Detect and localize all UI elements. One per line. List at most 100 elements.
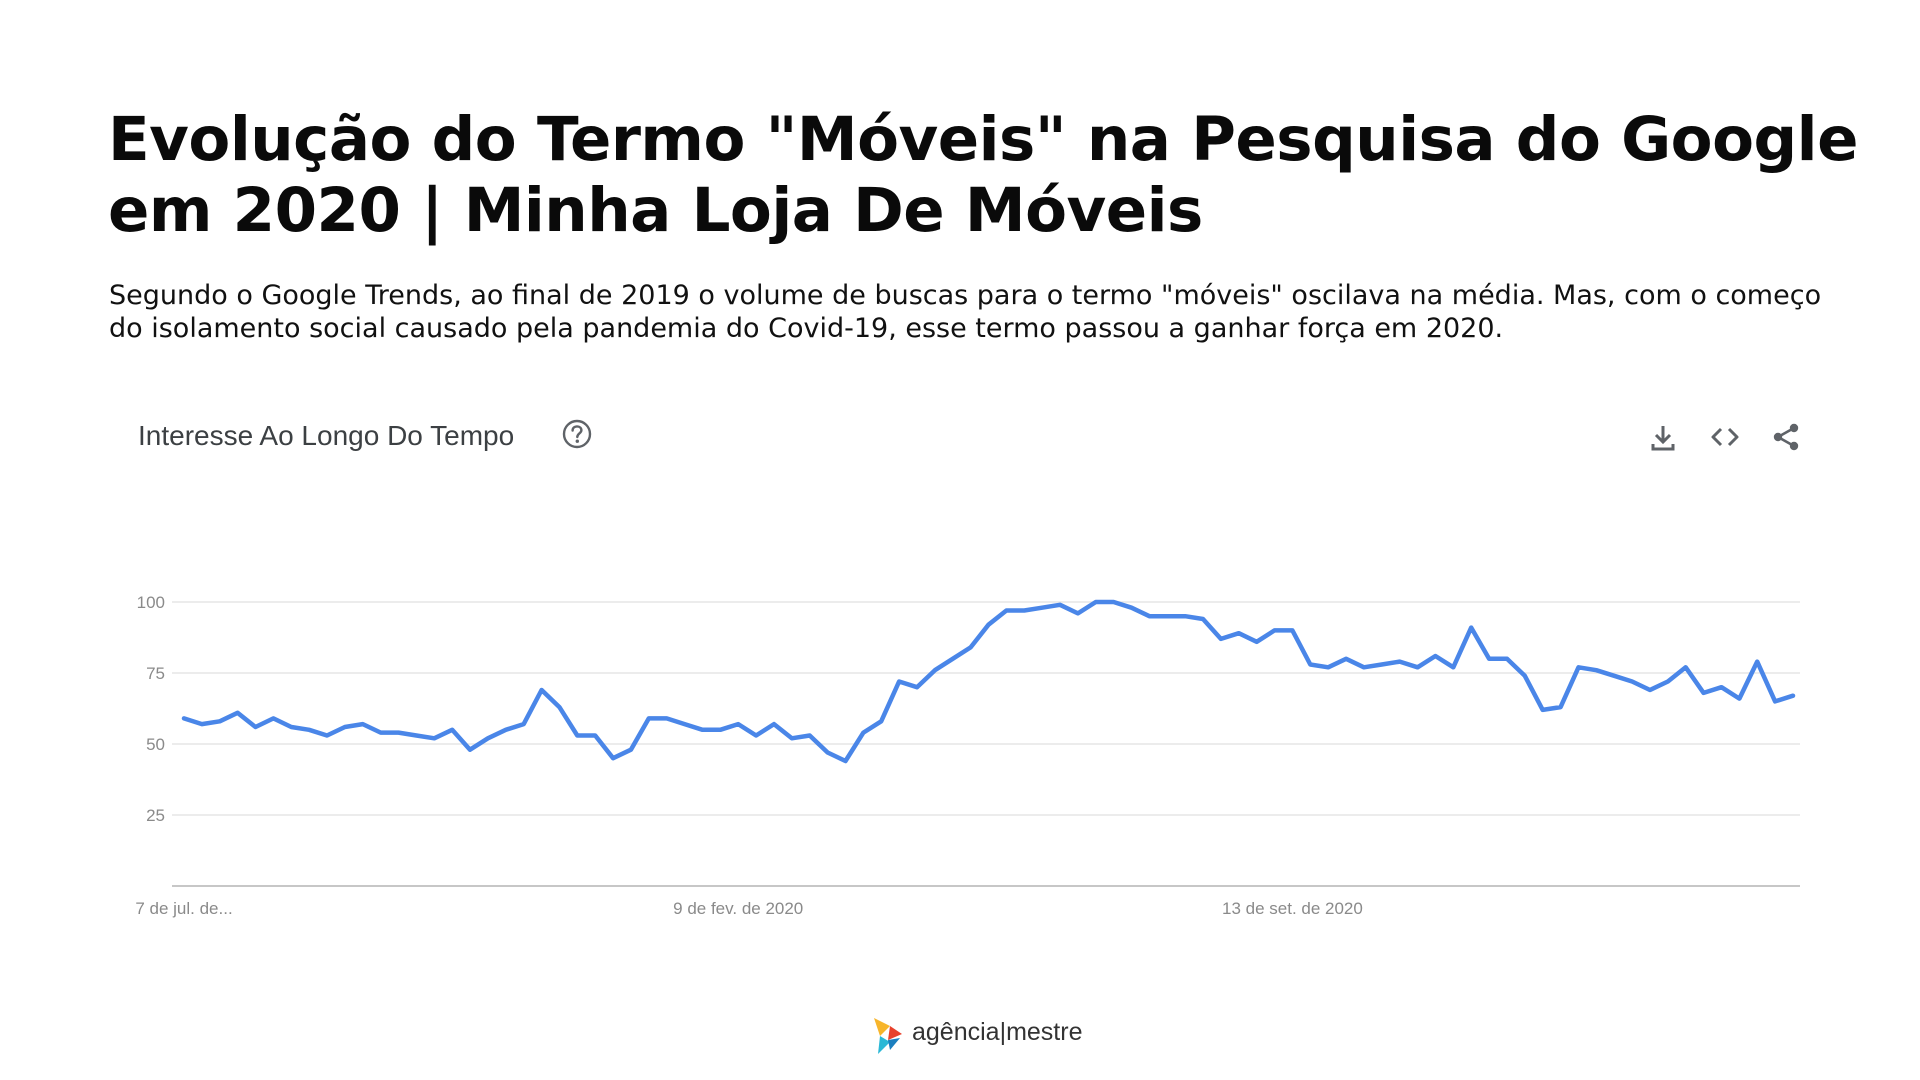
data-point: [647, 716, 651, 720]
data-point: [754, 733, 758, 737]
data-point: [1541, 708, 1545, 712]
brand-name-left: agência: [912, 1018, 1000, 1046]
x-tick-label: 9 de fev. de 2020: [673, 899, 803, 918]
data-point: [1237, 631, 1241, 635]
data-point: [522, 722, 526, 726]
data-point: [1201, 617, 1205, 621]
data-point: [879, 719, 883, 723]
data-point: [235, 711, 239, 715]
data-point: [718, 728, 722, 732]
data-point: [1487, 657, 1491, 661]
data-point: [1183, 614, 1187, 618]
y-tick-label: 50: [146, 735, 165, 754]
data-point: [307, 728, 311, 732]
data-point: [1362, 665, 1366, 669]
data-point: [897, 679, 901, 683]
data-point: [682, 722, 686, 726]
data-point: [325, 733, 329, 737]
data-point: [1612, 674, 1616, 678]
data-point: [450, 728, 454, 732]
data-point: [1451, 665, 1455, 669]
data-point: [1344, 657, 1348, 661]
data-point: [736, 722, 740, 726]
data-point: [933, 668, 937, 672]
data-point: [772, 722, 776, 726]
widget-title: Interesse Ao Longo Do Tempo: [138, 420, 515, 451]
data-point: [1040, 606, 1044, 610]
data-point: [1701, 691, 1705, 695]
x-tick-label: 13 de set. de 2020: [1222, 899, 1363, 918]
data-point: [379, 730, 383, 734]
data-point: [486, 736, 490, 740]
help-circle-icon[interactable]: [561, 418, 593, 450]
data-point: [1094, 600, 1098, 604]
y-tick-label: 100: [137, 593, 165, 612]
data-point: [1058, 603, 1062, 607]
data-point: [271, 716, 275, 720]
data-point: [1129, 606, 1133, 610]
data-point: [1165, 614, 1169, 618]
data-point: [968, 645, 972, 649]
data-point: [1594, 668, 1598, 672]
y-tick-label: 25: [146, 806, 165, 825]
data-point: [1755, 659, 1759, 663]
brand-wordmark: agência|mestre: [912, 1018, 1082, 1047]
data-point: [504, 728, 508, 732]
data-point: [1433, 654, 1437, 658]
data-point: [1684, 665, 1688, 669]
data-point: [611, 756, 615, 760]
data-point: [396, 730, 400, 734]
data-point: [1737, 696, 1741, 700]
data-point: [1469, 625, 1473, 629]
data-point: [1219, 637, 1223, 641]
brand-logo-icon: [874, 1018, 902, 1054]
data-point: [1147, 614, 1151, 618]
data-point: [843, 759, 847, 763]
data-point: [915, 685, 919, 689]
y-tick-label: 75: [146, 664, 165, 683]
data-point: [1558, 705, 1562, 709]
share-icon[interactable]: [1769, 420, 1803, 454]
data-point: [539, 688, 543, 692]
data-point: [1666, 679, 1670, 683]
data-point: [986, 623, 990, 627]
download-icon[interactable]: [1646, 420, 1680, 454]
data-point: [182, 716, 186, 720]
data-point: [825, 750, 829, 754]
data-point: [700, 728, 704, 732]
data-point: [1791, 694, 1795, 698]
brand-separator: |: [999, 1018, 1007, 1046]
data-point: [1308, 662, 1312, 666]
embed-code-icon[interactable]: [1708, 420, 1742, 454]
intro-paragraph: Segundo o Google Trends, ao final de 201…: [109, 280, 1822, 344]
data-point: [1022, 608, 1026, 612]
data-point: [557, 705, 561, 709]
brand-name-right: mestre: [1006, 1018, 1083, 1046]
data-point: [665, 716, 669, 720]
data-point: [1380, 662, 1384, 666]
data-point: [951, 657, 955, 661]
data-point: [1719, 685, 1723, 689]
data-point: [593, 733, 597, 737]
data-point: [1326, 665, 1330, 669]
data-point: [289, 725, 293, 729]
data-point: [343, 725, 347, 729]
data-point: [468, 748, 472, 752]
series-line: [181, 599, 1796, 764]
data-point: [253, 725, 257, 729]
data-point: [808, 733, 812, 737]
data-point: [1576, 665, 1580, 669]
data-point: [1255, 640, 1259, 644]
page-title: Evolução do Termo "Móveis" na Pesquisa d…: [108, 104, 1858, 246]
data-point: [1076, 611, 1080, 615]
data-point: [218, 719, 222, 723]
data-point: [1398, 659, 1402, 663]
data-point: [1505, 657, 1509, 661]
data-point: [575, 733, 579, 737]
data-point: [1272, 628, 1276, 632]
data-point: [1415, 665, 1419, 669]
data-point: [790, 736, 794, 740]
data-point: [1773, 699, 1777, 703]
